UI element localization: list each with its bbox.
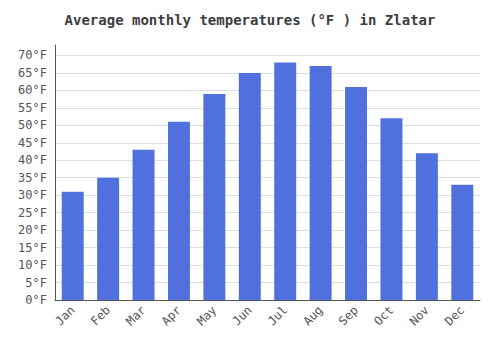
svg-text:55°F: 55°F xyxy=(18,101,47,115)
svg-text:30°F: 30°F xyxy=(18,188,47,202)
svg-text:65°F: 65°F xyxy=(18,66,47,80)
svg-text:Jun: Jun xyxy=(230,303,255,328)
svg-text:50°F: 50°F xyxy=(18,118,47,132)
svg-text:Jan: Jan xyxy=(52,303,77,328)
svg-text:Sep: Sep xyxy=(336,303,361,328)
svg-text:Average monthly temperatures (: Average monthly temperatures (°F ) in Zl… xyxy=(65,12,436,28)
svg-text:45°F: 45°F xyxy=(18,136,47,150)
svg-text:Oct: Oct xyxy=(371,303,396,328)
svg-text:15°F: 15°F xyxy=(18,241,47,255)
svg-text:Jul: Jul xyxy=(265,303,290,328)
svg-text:60°F: 60°F xyxy=(18,83,47,97)
svg-text:Dec: Dec xyxy=(442,303,467,328)
svg-text:0°F: 0°F xyxy=(25,293,47,307)
svg-text:10°F: 10°F xyxy=(18,258,47,272)
svg-text:70°F: 70°F xyxy=(18,48,47,62)
svg-text:40°F: 40°F xyxy=(18,153,47,167)
svg-text:Mar: Mar xyxy=(123,303,148,328)
svg-text:Aug: Aug xyxy=(300,303,325,328)
svg-text:Nov: Nov xyxy=(407,303,432,328)
svg-text:5°F: 5°F xyxy=(25,276,47,290)
svg-text:May: May xyxy=(194,303,219,328)
svg-text:25°F: 25°F xyxy=(18,206,47,220)
svg-text:35°F: 35°F xyxy=(18,171,47,185)
svg-text:20°F: 20°F xyxy=(18,223,47,237)
svg-text:Apr: Apr xyxy=(159,303,184,328)
svg-text:Feb: Feb xyxy=(88,303,113,328)
